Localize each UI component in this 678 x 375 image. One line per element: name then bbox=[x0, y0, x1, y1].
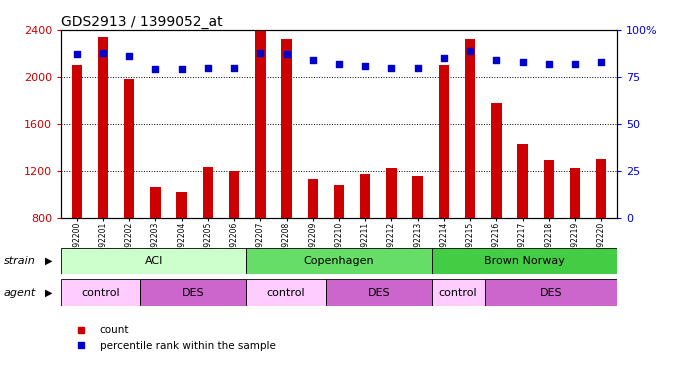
Bar bbox=[255, 30, 266, 217]
Bar bbox=[246, 248, 432, 274]
Text: agent: agent bbox=[3, 288, 36, 297]
Text: Copenhagen: Copenhagen bbox=[304, 256, 374, 266]
Point bbox=[255, 50, 266, 55]
Point bbox=[281, 51, 292, 57]
Text: DES: DES bbox=[367, 288, 390, 297]
Bar bbox=[386, 168, 397, 217]
Bar bbox=[544, 160, 554, 218]
Bar bbox=[61, 279, 140, 306]
Text: control: control bbox=[81, 288, 120, 297]
Text: Brown Norway: Brown Norway bbox=[484, 256, 565, 266]
Bar bbox=[246, 279, 325, 306]
Point bbox=[150, 66, 161, 72]
Point bbox=[334, 61, 344, 67]
Bar bbox=[229, 171, 239, 217]
Text: strain: strain bbox=[3, 256, 35, 266]
Point bbox=[464, 48, 475, 54]
Point bbox=[439, 55, 450, 61]
Bar bbox=[432, 279, 485, 306]
Text: DES: DES bbox=[540, 288, 562, 297]
Bar bbox=[491, 103, 502, 218]
Bar bbox=[98, 37, 108, 218]
Text: ACI: ACI bbox=[144, 256, 163, 266]
Bar bbox=[334, 185, 344, 218]
Point bbox=[124, 53, 135, 59]
Bar bbox=[140, 279, 246, 306]
Bar bbox=[151, 187, 161, 218]
Bar bbox=[596, 159, 607, 218]
Bar bbox=[308, 179, 318, 218]
Bar bbox=[517, 144, 527, 218]
Legend: count, percentile rank within the sample: count, percentile rank within the sample bbox=[66, 321, 279, 355]
Bar bbox=[432, 248, 617, 274]
Bar bbox=[412, 177, 423, 218]
Point bbox=[386, 64, 397, 70]
Bar bbox=[439, 65, 449, 218]
Text: DES: DES bbox=[182, 288, 205, 297]
Text: control: control bbox=[439, 288, 477, 297]
Point bbox=[228, 64, 239, 70]
Text: ▶: ▶ bbox=[45, 288, 53, 297]
Bar bbox=[360, 174, 370, 217]
Bar bbox=[281, 39, 292, 218]
Point bbox=[412, 64, 423, 70]
Point bbox=[543, 61, 554, 67]
Bar bbox=[61, 248, 246, 274]
Bar bbox=[465, 39, 475, 218]
Bar bbox=[203, 167, 213, 217]
Text: ▶: ▶ bbox=[45, 256, 53, 266]
Bar bbox=[124, 79, 134, 218]
Point bbox=[71, 51, 82, 57]
Text: GDS2913 / 1399052_at: GDS2913 / 1399052_at bbox=[61, 15, 222, 29]
Bar bbox=[71, 65, 82, 218]
Point bbox=[98, 50, 108, 55]
Point bbox=[307, 57, 318, 63]
Point bbox=[517, 59, 528, 65]
Point bbox=[360, 63, 371, 69]
Point bbox=[596, 59, 607, 65]
Point bbox=[176, 66, 187, 72]
Point bbox=[203, 64, 214, 70]
Point bbox=[491, 57, 502, 63]
Bar bbox=[176, 192, 187, 217]
Bar bbox=[485, 279, 617, 306]
Point bbox=[570, 61, 580, 67]
Bar bbox=[325, 279, 432, 306]
Text: control: control bbox=[266, 288, 305, 297]
Bar bbox=[570, 168, 580, 217]
